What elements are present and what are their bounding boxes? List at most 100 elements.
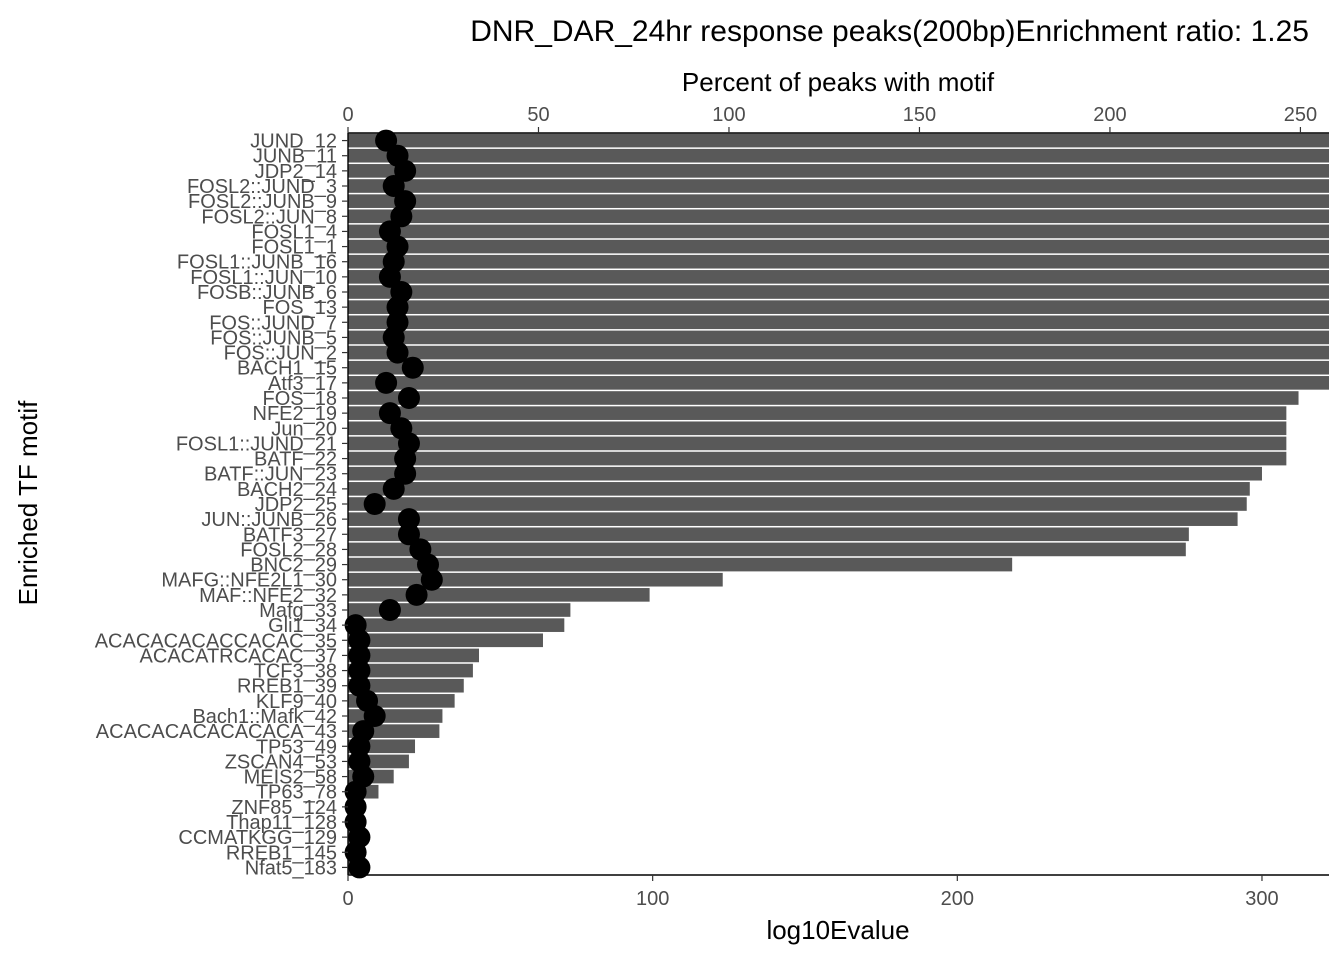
category-label: FOSL2::JUNB_9 (188, 191, 337, 213)
bar (348, 194, 1329, 208)
category-label: FOSL1::JUNB_16 (177, 252, 337, 274)
bar (348, 633, 543, 648)
category-label: FOSL1::JUND_21 (176, 433, 337, 455)
bar (348, 254, 1329, 269)
bar (348, 345, 1329, 360)
bar (348, 436, 1287, 451)
top-tick-label: 0 (342, 104, 353, 126)
point (348, 644, 371, 667)
bar (348, 391, 1299, 405)
point (363, 493, 386, 515)
point (394, 447, 417, 470)
point (382, 477, 405, 500)
point (401, 356, 424, 379)
category-label: Bach1::Mafk_42 (192, 706, 337, 728)
bar (348, 557, 1013, 572)
category-label: ACACACACACCACAC_35 (95, 630, 337, 652)
category-label: JDP2_25 (255, 494, 337, 516)
category-label: Nfat5_183 (245, 857, 337, 879)
bar (348, 164, 1329, 178)
top-tick-label: 100 (712, 104, 745, 126)
category-label: Jun_20 (271, 418, 337, 440)
category-label: BACH2_24 (237, 479, 337, 501)
axes-layer: 0 100 200 300 0 50 100 150 200 250 (342, 104, 1329, 910)
bar (348, 148, 1329, 163)
point (348, 659, 371, 682)
bar (348, 330, 1329, 345)
category-label: BATF_22 (254, 449, 337, 471)
top-tick-label: 200 (1093, 104, 1126, 126)
category-label: JUNB_11 (253, 146, 337, 168)
y-axis-title: Enriched TF motif (13, 400, 43, 605)
category-label: FOS::JUND_7 (209, 312, 337, 334)
bar (348, 270, 1329, 284)
bar (348, 603, 571, 617)
point (394, 462, 417, 485)
bar (348, 663, 473, 678)
category-label: BATF3_27 (243, 524, 337, 546)
top-tick-label: 150 (903, 104, 936, 126)
bar (348, 482, 1250, 496)
category-label: TCF3_38 (254, 661, 337, 683)
bar (348, 678, 464, 693)
category-label: JDP2_14 (255, 161, 337, 183)
bar (348, 648, 479, 663)
bottom-tick-label: 200 (941, 888, 974, 910)
bottom-tick-label: 100 (636, 888, 669, 910)
bar (348, 497, 1247, 511)
bar (348, 421, 1287, 436)
category-label: FOSB::JUNB_6 (197, 282, 337, 304)
bar (348, 133, 1329, 148)
point (348, 735, 371, 758)
category-label: RREB1_145 (226, 842, 337, 864)
point (375, 129, 398, 152)
bar (348, 209, 1329, 224)
bar (348, 360, 1329, 375)
category-label: ACACATRCACAC_37 (140, 645, 337, 667)
category-label: FOS::JUNB_5 (210, 327, 337, 349)
point (344, 795, 367, 818)
bottom-axis-title: log10Evalue (766, 915, 909, 945)
category-label: BATF::JUN_23 (204, 464, 337, 486)
bars-layer (348, 133, 1329, 875)
category-label: MAF::NFE2_32 (199, 585, 337, 607)
category-label: ACACACACACACACA_43 (96, 721, 337, 743)
bar (348, 315, 1329, 330)
chart-title: DNR_DAR_24hr response peaks(200bp)Enrich… (470, 15, 1309, 48)
bar (348, 376, 1329, 390)
category-label: FOS_13 (263, 297, 337, 319)
bar (348, 527, 1189, 542)
point (378, 599, 401, 621)
point (348, 856, 371, 879)
category-label: FOSL1::JUN_10 (190, 267, 337, 289)
category-label: Atf3_17 (268, 373, 337, 395)
bar (348, 224, 1329, 239)
category-label: TP53_49 (256, 736, 337, 758)
bar (348, 572, 723, 587)
point (397, 523, 420, 546)
point (348, 629, 371, 652)
point (382, 175, 405, 197)
bar (348, 451, 1287, 466)
point (378, 402, 401, 425)
points-layer (344, 129, 443, 879)
category-label: FOS_18 (263, 388, 337, 410)
category-label: ZNF85_124 (231, 797, 337, 819)
category-label: FOSL2::JUND_3 (187, 176, 337, 198)
bar (348, 618, 565, 632)
category-label: FOSL1_4 (251, 221, 337, 243)
bar (348, 406, 1287, 420)
point (397, 387, 420, 409)
category-labels: JUND_12JUNB_11JDP2_14FOSL2::JUND_3FOSL2:… (95, 131, 337, 880)
bar (348, 512, 1238, 526)
category-label: TP63_78 (256, 782, 337, 804)
category-label: CCMATKGG_129 (178, 827, 337, 849)
point (363, 705, 386, 727)
category-label: MEIS2_58 (244, 767, 337, 789)
category-label: Mafg_33 (259, 600, 337, 622)
category-label: BACH1_15 (237, 358, 337, 380)
category-label: FOSL2_28 (240, 539, 337, 561)
top-tick-label: 250 (1284, 104, 1317, 126)
top-tick-label: 50 (527, 104, 549, 126)
